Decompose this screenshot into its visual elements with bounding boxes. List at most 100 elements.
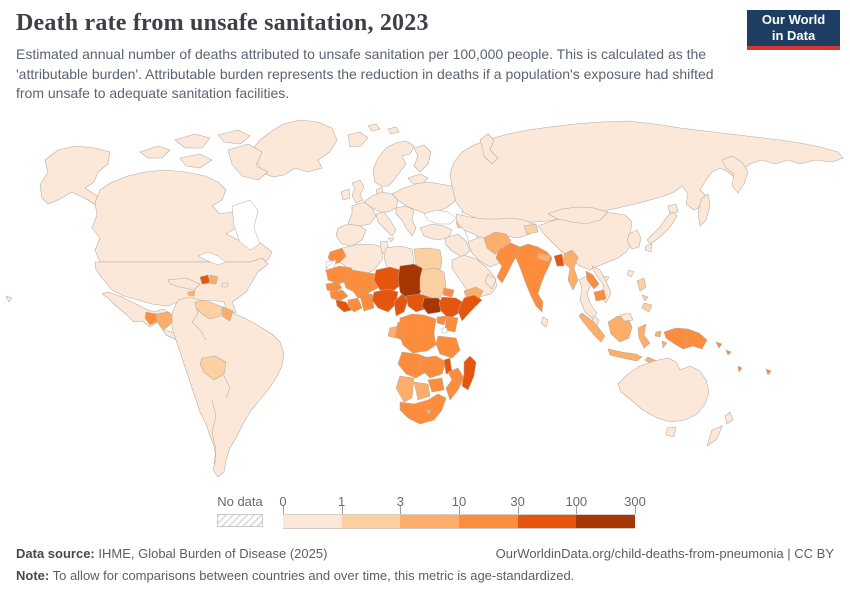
- country-new-zealand-south[interactable]: [706, 425, 723, 447]
- country-new-guinea[interactable]: [663, 327, 708, 350]
- country-borneo[interactable]: [607, 315, 633, 343]
- country-kenya[interactable]: [444, 315, 459, 333]
- country-eritrea[interactable]: [442, 287, 455, 298]
- country-japan[interactable]: [646, 211, 678, 245]
- country-alaska[interactable]: [39, 145, 111, 211]
- country-botswana[interactable]: [413, 381, 431, 401]
- country-iceland[interactable]: [347, 131, 369, 148]
- country-kamchatka[interactable]: [721, 155, 749, 194]
- country-south-america[interactable]: [171, 296, 285, 478]
- country-vanuatu[interactable]: [737, 365, 743, 373]
- country-central-europe[interactable]: [363, 191, 399, 213]
- country-halmahera[interactable]: [654, 330, 662, 338]
- country-drc[interactable]: [398, 313, 437, 354]
- legend-bin-2[interactable]: [400, 514, 459, 529]
- country-senegal[interactable]: [325, 281, 343, 293]
- country-haiti[interactable]: [199, 274, 211, 285]
- country-greenland[interactable]: [251, 119, 338, 178]
- country-java[interactable]: [607, 348, 643, 362]
- country-scandinavia[interactable]: [372, 140, 415, 187]
- country-turkey[interactable]: [419, 223, 453, 241]
- country-bangladesh[interactable]: [553, 253, 565, 267]
- country-cambodia[interactable]: [593, 289, 607, 302]
- country-balkans-greece[interactable]: [395, 205, 417, 237]
- country-solomon-islands[interactable]: [715, 341, 723, 349]
- country-ireland[interactable]: [340, 188, 351, 201]
- country-philippines-visayas[interactable]: [641, 294, 649, 302]
- country-philippines-luzon[interactable]: [636, 277, 647, 292]
- country-india[interactable]: [515, 243, 553, 313]
- country-nepal[interactable]: [536, 252, 552, 263]
- country-svalbard[interactable]: [367, 123, 400, 135]
- country-ethiopia[interactable]: [438, 296, 465, 320]
- country-australia[interactable]: [617, 357, 710, 423]
- country-oman[interactable]: [484, 273, 497, 290]
- country-sakhalin[interactable]: [697, 193, 711, 227]
- country-mali[interactable]: [343, 269, 379, 295]
- country-tasmania[interactable]: [665, 426, 677, 438]
- country-guatemala[interactable]: [144, 311, 159, 326]
- country-canada-arctic-islands[interactable]: [139, 129, 251, 169]
- country-baltics[interactable]: [407, 173, 429, 185]
- country-guyana-suriname[interactable]: [221, 306, 234, 322]
- country-finland[interactable]: [413, 144, 432, 173]
- country-lesotho[interactable]: [425, 409, 432, 416]
- attribution-link[interactable]: OurWorldinData.org/child-deaths-from-pne…: [495, 546, 834, 561]
- country-madagascar[interactable]: [461, 355, 477, 391]
- country-new-zealand-north[interactable]: [724, 411, 734, 425]
- country-tajikistan[interactable]: [523, 223, 539, 235]
- country-sierra-leone-liberia[interactable]: [335, 299, 353, 313]
- country-ghana-togo-benin[interactable]: [359, 293, 375, 312]
- country-sumatra[interactable]: [578, 312, 606, 343]
- country-novaya-zemlya[interactable]: [479, 133, 499, 165]
- country-france[interactable]: [347, 201, 377, 227]
- country-eastern-europe[interactable]: [391, 181, 459, 215]
- country-hokkaido[interactable]: [667, 203, 679, 215]
- owid-logo[interactable]: Our World in Data: [747, 10, 840, 50]
- legend-bin-1[interactable]: [341, 514, 401, 529]
- country-sulawesi[interactable]: [637, 323, 651, 349]
- country-mozambique[interactable]: [445, 367, 465, 401]
- country-iraq-syria[interactable]: [444, 233, 471, 258]
- country-south-sudan[interactable]: [421, 297, 445, 315]
- country-congo[interactable]: [394, 321, 405, 341]
- country-baffin-island[interactable]: [227, 143, 269, 181]
- country-vietnam[interactable]: [591, 265, 612, 304]
- country-somalia[interactable]: [457, 294, 483, 322]
- country-solomon-islands-2[interactable]: [725, 349, 732, 356]
- country-kazakhstan-central-asia[interactable]: [455, 213, 535, 243]
- legend-bin-4[interactable]: [517, 514, 577, 529]
- country-tanzania[interactable]: [435, 335, 461, 359]
- country-guinea[interactable]: [329, 289, 349, 302]
- country-dominican-republic[interactable]: [208, 274, 219, 285]
- country-saudi-arabia[interactable]: [451, 254, 498, 298]
- country-sudan[interactable]: [419, 267, 447, 301]
- country-venezuela[interactable]: [194, 299, 224, 320]
- country-nigeria[interactable]: [371, 288, 399, 313]
- country-philippines-mindanao[interactable]: [641, 302, 653, 313]
- country-moluccas[interactable]: [661, 340, 668, 349]
- country-kyushu[interactable]: [644, 243, 653, 253]
- country-zambia[interactable]: [419, 355, 447, 379]
- country-cuba[interactable]: [167, 277, 201, 291]
- legend-bin-3[interactable]: [459, 514, 518, 529]
- country-north-borneo-malaysia[interactable]: [619, 312, 634, 322]
- country-zimbabwe[interactable]: [427, 377, 445, 393]
- country-pakistan[interactable]: [495, 242, 521, 284]
- country-cameroon[interactable]: [393, 293, 409, 317]
- country-uganda[interactable]: [436, 315, 447, 326]
- country-laos[interactable]: [585, 270, 600, 290]
- legend-no-data-swatch[interactable]: [217, 514, 263, 527]
- country-united-kingdom[interactable]: [351, 179, 365, 204]
- country-cote-divoire[interactable]: [347, 297, 363, 313]
- country-taiwan[interactable]: [626, 269, 635, 278]
- country-russia[interactable]: [449, 120, 844, 223]
- country-honduras-nicaragua[interactable]: [155, 311, 176, 331]
- legend-bin-0[interactable]: [283, 514, 342, 529]
- country-south-korea[interactable]: [626, 229, 642, 250]
- country-bolivia[interactable]: [199, 355, 227, 381]
- country-namibia[interactable]: [395, 375, 415, 403]
- legend-bin-5[interactable]: [576, 514, 635, 529]
- country-jamaica[interactable]: [187, 290, 196, 297]
- country-fiji[interactable]: [765, 368, 772, 376]
